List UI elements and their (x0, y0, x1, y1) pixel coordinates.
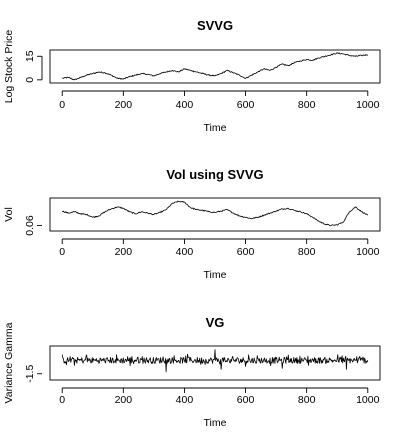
x-tick-label: 600 (237, 99, 255, 111)
x-tick-label: 200 (115, 99, 133, 111)
plot-frame (49, 197, 381, 232)
x-axis-label: Time (204, 417, 227, 429)
plot-frame (49, 49, 381, 84)
x-axis-label: Time (204, 122, 227, 134)
chart-title: SVVG (197, 18, 233, 33)
x-tick-label: 0 (59, 99, 65, 111)
x-tick-label: 600 (237, 394, 255, 406)
y-tick-label: -1.5 (24, 365, 36, 383)
x-tick-label: 200 (115, 394, 133, 406)
x-tick-label: 800 (298, 99, 316, 111)
x-tick-label: 0 (59, 394, 65, 406)
y-axis-label: Variance Gamma (3, 322, 15, 403)
y-axis-label: Vol (3, 207, 15, 222)
chart-title: VG (206, 315, 225, 330)
series-line (61, 200, 369, 227)
x-tick-label: 200 (115, 246, 133, 258)
y-tick-label: 0.06 (24, 215, 36, 236)
x-tick-label: 600 (237, 246, 255, 258)
plot-frame (49, 345, 381, 381)
series-line (61, 349, 369, 373)
chart-panel-3: VG 0 200 400 600 800 1000 -1.5 Time Variance Gamm… (3, 315, 381, 429)
x-tick-label: 400 (176, 99, 194, 111)
x-tick-label: 400 (176, 394, 194, 406)
x-axis-label: Time (204, 269, 227, 281)
chart-panel-1: SVVG 0 200 400 600 800 1000 0 15 Time Log Stock Pr… (3, 18, 381, 134)
x-tick-label: 800 (298, 246, 316, 258)
x-tick-label: 1000 (356, 394, 380, 406)
chart-title: Vol using SVVG (166, 167, 263, 182)
y-tick-label: 0 (24, 77, 36, 83)
x-tick-label: 1000 (356, 99, 380, 111)
chart-panel-2: Vol using SVVG 0 200 400 600 800 1000 0.06 Time V… (3, 167, 381, 281)
y-tick-label: 15 (24, 50, 36, 62)
x-tick-label: 1000 (356, 246, 380, 258)
x-tick-label: 800 (298, 394, 316, 406)
y-axis-label: Log Stock Price (3, 30, 15, 104)
x-tick-label: 0 (59, 246, 65, 258)
x-tick-label: 400 (176, 246, 194, 258)
series-line (62, 52, 369, 81)
